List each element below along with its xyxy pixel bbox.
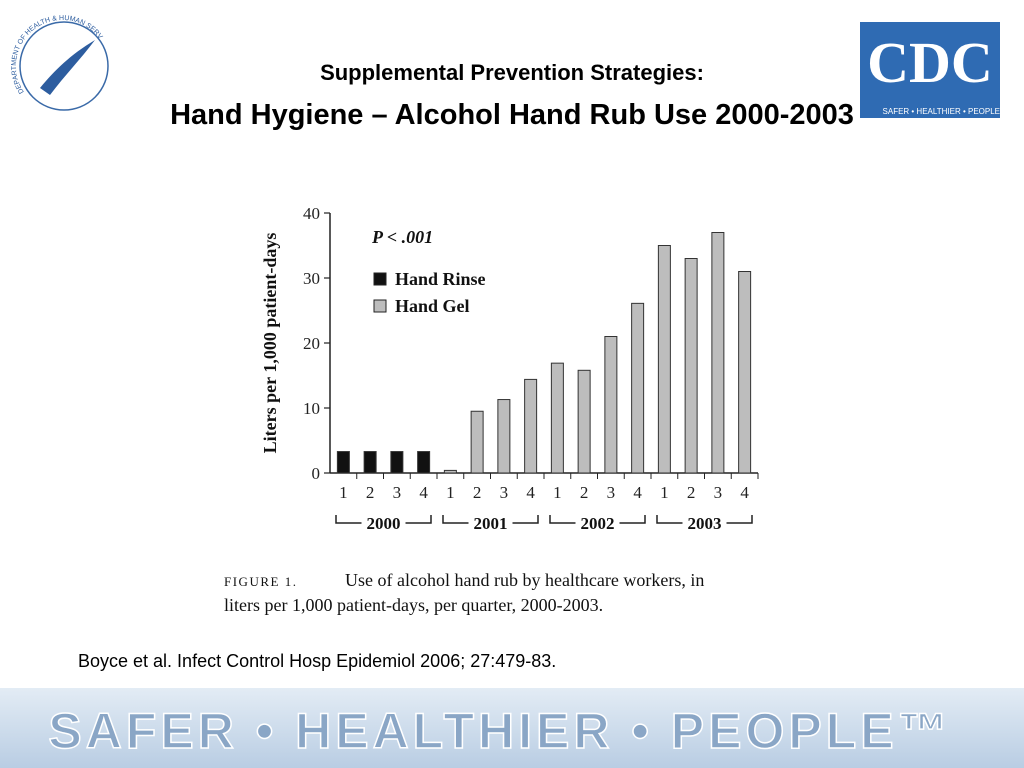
caption-line: Use of alcohol hand rub by healthcare wo… [345, 570, 704, 590]
x-tick-label: 3 [500, 483, 509, 502]
y-tick-label: 0 [312, 464, 321, 483]
y-tick-label: 40 [303, 204, 320, 223]
citation: Boyce et al. Infect Control Hosp Epidemi… [78, 651, 556, 671]
caption-label: FIGURE 1. [224, 574, 297, 589]
x-tick-label: 2 [473, 483, 482, 502]
bar [470, 410, 484, 474]
bar [443, 469, 457, 474]
bar [604, 336, 618, 474]
cdc-text: CDC [867, 30, 993, 95]
bar [550, 362, 564, 474]
bar [577, 369, 591, 474]
x-tick-label: 1 [446, 483, 455, 502]
bar [738, 271, 752, 474]
group-bracket [656, 515, 753, 524]
bar [417, 451, 431, 474]
group-bracket [442, 515, 539, 524]
y-tick-label: 20 [303, 334, 320, 353]
bar [363, 451, 377, 474]
x-tick-label: 4 [633, 483, 642, 502]
cdc-box [860, 22, 1000, 118]
x-tick-label: 3 [393, 483, 402, 502]
group-bracket [335, 515, 432, 524]
x-tick-label: 1 [660, 483, 669, 502]
legend-swatch [373, 272, 387, 286]
y-tick-label: 30 [303, 269, 320, 288]
x-tick-label: 1 [339, 483, 348, 502]
x-tick-label: 2 [366, 483, 375, 502]
cdc-logo: CDC SAFER • HEALTHIER • PEOPLE [860, 22, 1000, 118]
slide-title: Hand Hygiene – Alcohol Hand Rub Use 2000… [170, 99, 854, 131]
legend-label: Hand Gel [395, 296, 470, 316]
group-label: 2002 [581, 514, 615, 533]
group-label: 2000 [367, 514, 401, 533]
group-label: 2001 [474, 514, 508, 533]
legend-label: Hand Rinse [395, 269, 486, 289]
x-tick-label: 3 [714, 483, 723, 502]
bar [524, 378, 538, 474]
x-tick-label: 4 [526, 483, 535, 502]
chart: 0 10 20 30 40 Liters per 1,000 patient-days P … [260, 204, 759, 533]
hhs-eagle [40, 40, 95, 95]
x-tick-label: 2 [580, 483, 589, 502]
y-tick-label: 10 [303, 399, 320, 418]
bar [684, 258, 698, 474]
bar [657, 245, 671, 474]
y-axis-label: Liters per 1,000 patient-days [260, 233, 280, 454]
x-tick-label: 4 [740, 483, 749, 502]
annotation: P < .001 [371, 227, 433, 247]
footer-band [0, 688, 1024, 768]
bar [336, 451, 350, 474]
slide-subtitle: Supplemental Prevention Strategies: [320, 60, 704, 85]
group-label: 2003 [688, 514, 722, 533]
legend-swatch [373, 299, 387, 313]
footer-text: SAFER • HEALTHIER • PEOPLE™ [48, 703, 951, 759]
x-tick-label: 3 [607, 483, 616, 502]
x-tick-label: 2 [687, 483, 696, 502]
cdc-tagline: SAFER • HEALTHIER • PEOPLE [883, 107, 1000, 116]
hhs-ring [19, 21, 109, 111]
x-tick-label: 4 [419, 483, 428, 502]
bar [497, 399, 511, 474]
caption-line: liters per 1,000 patient-days, per quart… [224, 595, 603, 615]
group-bracket [549, 515, 646, 524]
bar [711, 232, 725, 474]
bar [390, 451, 404, 474]
bar [631, 302, 645, 474]
x-tick-label: 1 [553, 483, 562, 502]
